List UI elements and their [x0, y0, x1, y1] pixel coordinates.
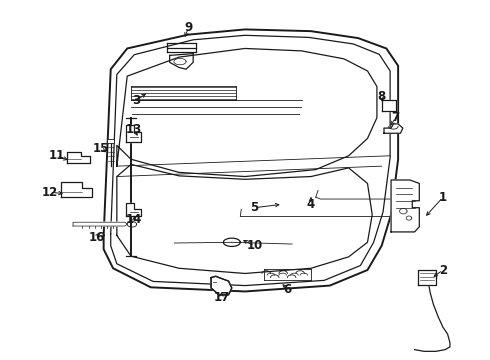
Text: 10: 10 [246, 239, 263, 252]
Text: 12: 12 [41, 186, 58, 199]
Text: 13: 13 [126, 123, 143, 136]
Polygon shape [126, 202, 141, 216]
FancyBboxPatch shape [107, 139, 114, 143]
Text: 9: 9 [184, 21, 193, 34]
Text: 3: 3 [133, 94, 141, 107]
Polygon shape [126, 125, 141, 142]
Text: 17: 17 [213, 291, 230, 304]
Polygon shape [418, 270, 436, 284]
Text: 5: 5 [250, 201, 259, 214]
Polygon shape [384, 124, 403, 133]
Text: 7: 7 [392, 111, 400, 124]
Text: 8: 8 [377, 90, 386, 103]
Text: 15: 15 [93, 142, 109, 156]
Polygon shape [73, 222, 127, 226]
Polygon shape [67, 152, 90, 163]
Polygon shape [391, 180, 419, 232]
Text: 4: 4 [307, 198, 315, 211]
Text: 1: 1 [439, 191, 447, 204]
Polygon shape [382, 100, 396, 111]
Polygon shape [61, 182, 92, 197]
Polygon shape [211, 276, 232, 295]
Text: 16: 16 [88, 231, 105, 244]
Text: 14: 14 [126, 213, 143, 226]
Text: 6: 6 [283, 283, 292, 296]
Text: 2: 2 [439, 264, 447, 276]
Text: 11: 11 [49, 149, 65, 162]
